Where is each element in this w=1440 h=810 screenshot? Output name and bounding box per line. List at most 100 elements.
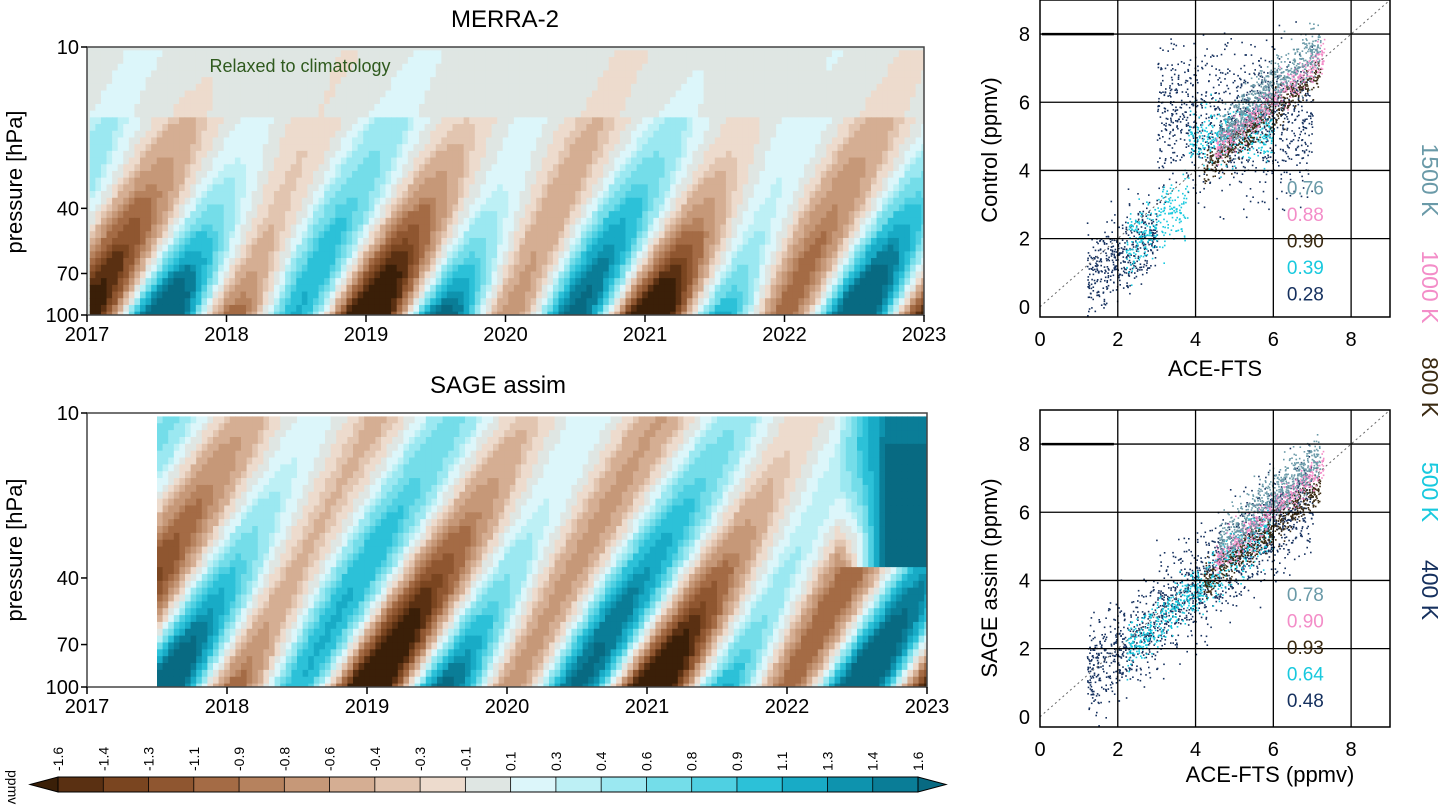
heatmap-cell [128, 224, 136, 232]
heatmap-cell [815, 197, 822, 206]
heatmap-cell [753, 211, 760, 219]
heatmap-cell [335, 63, 342, 72]
heatmap-cell [234, 211, 242, 219]
heatmap-cell [340, 137, 348, 145]
heatmap-cell [804, 117, 811, 125]
heatmap-cell [162, 144, 169, 152]
heatmap-cell [536, 244, 543, 252]
heatmap-cell [352, 217, 359, 226]
heatmap-cell [564, 117, 571, 125]
heatmap-cell [608, 117, 615, 125]
heatmap-cell [603, 264, 610, 273]
heatmap-cell [647, 157, 654, 165]
heatmap-cell [625, 258, 632, 266]
heatmap-cell [848, 103, 855, 112]
heatmap-cell [179, 170, 186, 179]
heatmap-cell [898, 137, 906, 145]
heatmap-cell [764, 164, 772, 172]
heatmap-cell [898, 231, 906, 239]
heatmap-cell [379, 83, 387, 92]
heatmap-cell [837, 63, 844, 72]
heatmap-cell [921, 237, 924, 246]
heatmap-cell [151, 204, 158, 212]
heatmap-cell [123, 164, 130, 172]
heatmap-cell [452, 177, 459, 185]
heatmap-cell [296, 97, 303, 105]
heatmap-cell [407, 170, 415, 179]
heatmap-cell [173, 251, 180, 259]
heatmap-cell [893, 197, 900, 206]
heatmap-cell [859, 237, 867, 246]
heatmap-cell [184, 237, 191, 246]
heatmap-cell [201, 191, 208, 199]
heatmap-cell [709, 197, 716, 206]
heatmap-cell [112, 170, 119, 179]
heatmap-cell [480, 117, 487, 125]
heatmap-cell [363, 204, 370, 212]
heatmap-cell [608, 224, 615, 232]
heatmap-cell [552, 117, 560, 125]
heatmap-cell [787, 204, 794, 212]
heatmap-cell [100, 50, 108, 58]
heatmap-cell [569, 150, 576, 159]
heatmap-cell [318, 110, 325, 118]
heatmap-cell [312, 157, 320, 165]
heatmap-cell [815, 150, 822, 159]
heatmap-cell [374, 211, 381, 219]
heatmap-cell [552, 77, 560, 85]
heatmap-cell [753, 77, 760, 85]
heatmap-cell [854, 204, 861, 212]
heatmap-cell [536, 237, 543, 246]
heatmap-cell [206, 110, 214, 118]
heatmap-cell [100, 237, 108, 246]
heatmap-cell [151, 258, 158, 266]
heatmap-cell [742, 264, 749, 273]
heatmap-cell [273, 177, 281, 185]
heatmap-cell [458, 83, 465, 92]
heatmap-cell [257, 217, 264, 226]
heatmap-cell [100, 124, 108, 132]
heatmap-cell [184, 264, 191, 273]
heatmap-cell [446, 258, 454, 266]
heatmap-cell [257, 144, 264, 152]
heatmap-cell [564, 157, 571, 165]
heatmap-cell [491, 63, 498, 72]
heatmap-cell [268, 211, 275, 219]
heatmap-cell [541, 117, 548, 125]
heatmap-cell [290, 264, 297, 273]
heatmap-cell [575, 231, 582, 239]
heatmap-cell [854, 244, 861, 252]
heatmap-cell [870, 224, 878, 232]
heatmap-cell [257, 117, 264, 125]
heatmap-cell [357, 50, 364, 58]
heatmap-cell [658, 164, 666, 172]
heatmap-cell [485, 63, 493, 72]
heatmap-cell [212, 144, 219, 152]
heatmap-cell [195, 50, 202, 58]
heatmap-cell [781, 164, 788, 172]
heatmap-cell [285, 170, 292, 179]
heatmap-cell [904, 97, 911, 105]
heatmap-cell [831, 83, 839, 92]
heatmap-cell [748, 50, 755, 58]
heatmap-cell [848, 244, 855, 252]
heatmap-cell [787, 150, 794, 159]
heatmap-cell [357, 170, 364, 179]
heatmap-cell [686, 97, 694, 105]
heatmap-cell [804, 258, 811, 266]
heatmap-cell [887, 204, 894, 212]
heatmap-cell [435, 170, 442, 179]
heatmap-cell [804, 231, 811, 239]
heatmap-cell [89, 251, 96, 259]
heatmap-cell [240, 124, 247, 132]
heatmap-cell [268, 191, 275, 199]
heatmap-cell [195, 124, 202, 132]
heatmap-cell [647, 244, 654, 252]
heatmap-cell [580, 251, 588, 259]
heatmap-cell [502, 217, 509, 226]
heatmap-cell [190, 57, 197, 65]
heatmap-cell [792, 137, 800, 145]
heatmap-cell [379, 197, 387, 206]
heatmap-cell [525, 97, 532, 105]
heatmap-cell [887, 63, 894, 72]
